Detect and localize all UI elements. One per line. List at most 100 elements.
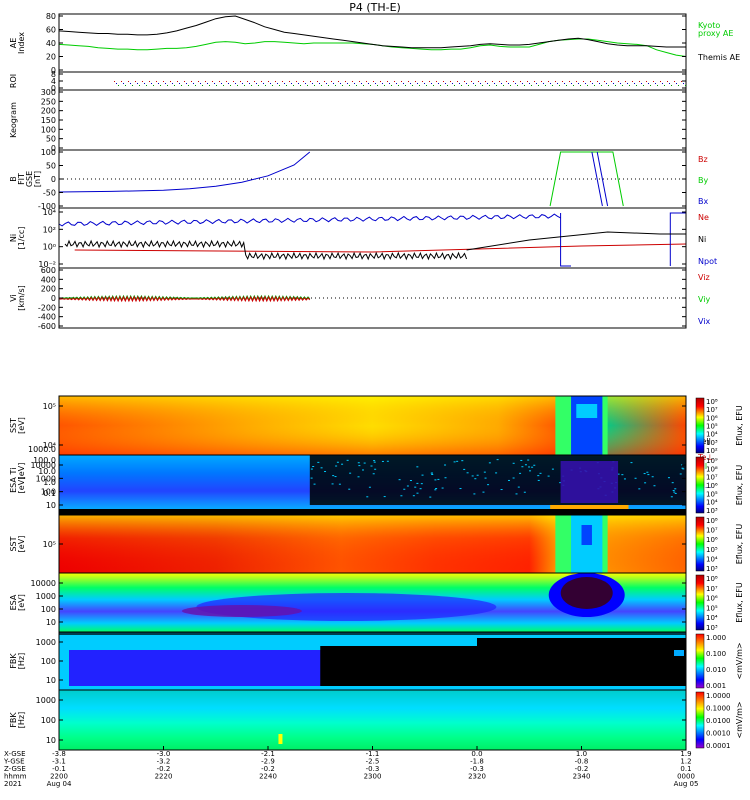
esa_e-ytick: 100	[41, 488, 56, 497]
xaxis-tick-label: 2300	[364, 773, 382, 781]
vi-ytick: 400	[41, 275, 56, 284]
fbk_e-ytick: 1000	[36, 638, 56, 647]
bfit-ytick: -50	[43, 189, 56, 198]
fbk_b-ytick: 10	[46, 736, 56, 745]
keogram-panel	[59, 90, 686, 150]
ni-legend-2: Npot	[698, 257, 717, 266]
sst_e-cbar-tick: 10³	[706, 439, 718, 447]
ni-ytick: 10⁰	[43, 243, 56, 252]
esa_e-cbar-tick: 10⁴	[706, 499, 718, 507]
fbk_e-spectrogram	[59, 632, 686, 690]
vi-ytick: -200	[38, 303, 56, 312]
bfit-bx-segment-2	[597, 152, 607, 206]
fbk_e-ytick: 10	[46, 676, 56, 685]
sst_e-ytick: 10⁴	[43, 441, 56, 450]
vi-legend-0: Viz	[698, 273, 710, 282]
fbk_e-cbar-tick: 0.001	[706, 682, 726, 690]
vi-legend-2: Vix	[698, 317, 711, 326]
esa_e-cbar-tick: 10³	[706, 507, 718, 515]
vi-ytick: 0	[51, 294, 56, 303]
sst_i-cbar-label: Eflux, EFU	[735, 524, 744, 565]
sst_e-cbar-tick: 10⁵	[706, 423, 718, 431]
esa_i-spectrogram	[59, 573, 686, 632]
fbk_e-cbar-tick: 1.000	[706, 634, 726, 642]
sst_e-cbar-tick: 10⁴	[706, 431, 718, 439]
xaxis-row-label: 2021	[4, 780, 22, 788]
sst_e-cbar-tick: 10⁷	[706, 406, 718, 414]
page-title: P4 (TH-E)	[349, 1, 401, 14]
keogram-ytick: 50	[46, 135, 56, 144]
esa_i-cbar-tick: 10⁴	[706, 614, 718, 622]
ae-ytick: 80	[46, 12, 56, 21]
ni-ni-line-2	[467, 232, 686, 250]
esa_e-cbar-tick: 10⁵	[706, 490, 718, 498]
fbk_e-ytick: 100	[41, 657, 56, 666]
sst_e-colorbar	[696, 398, 704, 453]
fbk_b-cbar-tick: 0.1000	[706, 705, 731, 713]
fbk_b-spectrogram	[59, 690, 686, 750]
esa_i-cbar-tick: 10⁷	[706, 585, 718, 593]
xaxis-tick-label: 2220	[155, 773, 173, 781]
sst_i-colorbar	[696, 517, 704, 571]
vi-ytick: 200	[41, 285, 56, 294]
esa_e-ytick: 10000	[31, 461, 56, 470]
fbk_b-colorbar	[696, 692, 704, 748]
esa_e-ytick: 1000	[36, 474, 56, 483]
esa_i-cbar-tick: 10⁶	[706, 595, 718, 603]
xaxis-tick-label: 2340	[573, 773, 591, 781]
vi-ytick: 600	[41, 266, 56, 275]
bfit-ylabel: [nT]	[33, 171, 42, 187]
esa_e-cbar-tick: 10⁸	[706, 465, 718, 473]
ae-ytick: 60	[46, 26, 56, 35]
vi-ytick: -400	[38, 313, 56, 322]
esa_e-spectrogram	[59, 455, 686, 515]
fbk_e-cbar-label: <mV/m>	[735, 642, 744, 679]
bfit-ytick: 100	[41, 148, 56, 157]
sst_e-ytick: 10⁵	[43, 402, 56, 411]
ni-legend-1: Ni	[698, 235, 706, 244]
ae-panel	[59, 14, 686, 72]
xaxis-tick-label: Aug 04	[47, 780, 72, 788]
xaxis-tick-label: 2320	[468, 773, 486, 781]
esa_e-colorbar	[696, 457, 704, 513]
ae-legend-themis: Themis AE	[697, 53, 740, 62]
xaxis-tick-label: Aug 05	[674, 780, 699, 788]
vi-ytick: -600	[38, 322, 56, 331]
esa_e-ylabel: [eV]	[17, 477, 26, 494]
fbk_b-ytick: 1000	[36, 696, 56, 705]
sst_i-spectrogram	[59, 515, 686, 573]
bfit-legend-0: Bz	[698, 155, 708, 164]
ni-legend-0: Ne	[698, 213, 709, 222]
sst_i-cbar-tick: 10⁷	[706, 527, 718, 535]
ae-ylabel: Index	[17, 32, 26, 54]
fbk_e-colorbar	[696, 634, 704, 688]
keogram-ytick: 150	[41, 116, 56, 125]
ae-ytick: 20	[46, 53, 56, 62]
fbk_b-ylabel: [Hz]	[17, 712, 26, 728]
bfit-legend-2: Bx	[698, 197, 708, 206]
sst_i-ytick: 10⁵	[43, 540, 56, 549]
bfit-legend-1: By	[698, 176, 708, 185]
ae-series-0	[59, 39, 686, 57]
sst_e-ylabel: [eV]	[17, 417, 26, 434]
esa_e-cbar-tick: 10⁷	[706, 474, 718, 482]
keogram-ytick: 100	[41, 125, 56, 134]
esa_e-ytick: 10	[46, 501, 56, 510]
sst_e-spectrogram	[59, 396, 686, 455]
sst_i-ylabel: [eV]	[17, 536, 26, 553]
ni-npot-drop	[561, 213, 571, 266]
esa_e-cbar-tick: 10⁶	[706, 482, 718, 490]
sst_e-cbar-tick: 10⁶	[706, 414, 718, 422]
xaxis-tick-label: 2240	[259, 773, 277, 781]
esa_i-cbar-tick: 10⁸	[706, 575, 718, 583]
roi-dots	[114, 81, 686, 86]
fbk_b-cbar-label: <mV/m>	[735, 701, 744, 738]
esa_i-ytick: 1000	[36, 592, 56, 601]
sst_i-cbar-tick: 10⁶	[706, 536, 718, 544]
sst_e-cbar-tick: 10²	[706, 447, 718, 455]
keogram-ylabel: Keogram	[9, 102, 18, 138]
esa_i-cbar-tick: 10⁵	[706, 604, 718, 612]
bfit-ytick: 0	[51, 175, 56, 184]
